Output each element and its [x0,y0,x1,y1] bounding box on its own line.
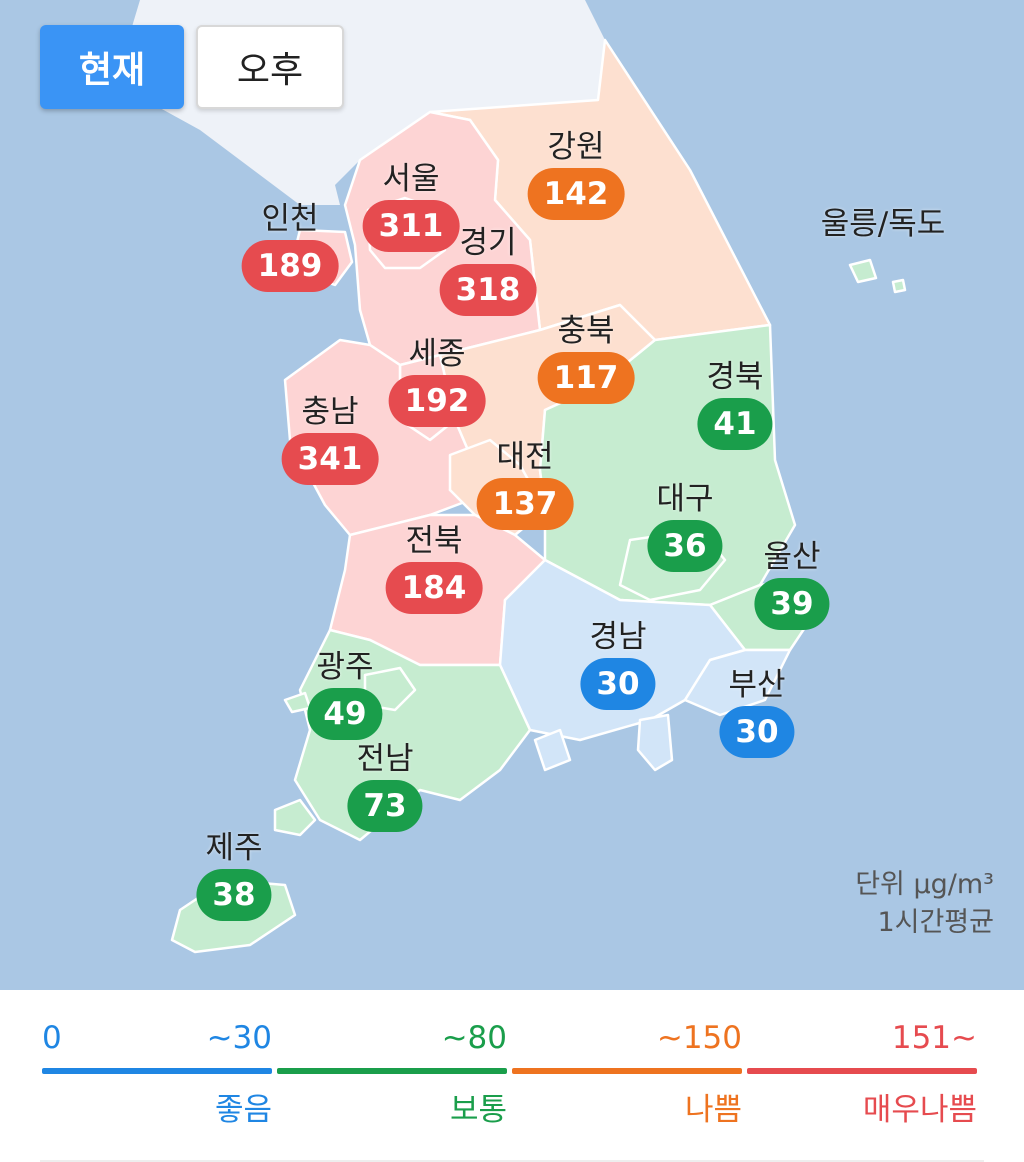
value-badge: 341 [281,433,379,485]
region-daegu[interactable]: 대구 36 [647,480,723,572]
region-ulleung-dokdo[interactable]: 울릉/독도 [821,205,946,243]
legend-grade-label: 보통 [449,1092,507,1128]
value-badge: 30 [580,658,656,710]
island-shape [848,258,878,284]
unit-label: 단위 µg/m³ [855,869,994,900]
value-badge: 38 [196,869,272,921]
region-name: 경기 [459,225,517,261]
region-jeonbuk[interactable]: 전북 184 [385,522,483,614]
region-gyeongnam[interactable]: 경남 30 [580,618,656,710]
legend-range: 0 ~30 [42,1020,272,1060]
region-gyeongbuk[interactable]: 경북 41 [697,358,773,450]
region-name: 경남 [589,619,647,655]
island-shape [533,728,572,772]
legend-bar [747,1068,977,1074]
region-gwangju[interactable]: 광주 49 [307,648,383,740]
legend-grade-label: 매우나쁨 [862,1092,977,1128]
region-name: 부산 [728,667,786,703]
region-name: 전남 [356,741,414,777]
region-seoul[interactable]: 서울 311 [362,160,460,252]
region-name: 인천 [261,201,319,237]
legend-range: 151~ [747,1020,977,1060]
value-badge: 184 [385,562,483,614]
region-sejong[interactable]: 세종 192 [388,335,486,427]
region-name: 충북 [557,313,615,349]
unit-note: 단위 µg/m³ 1시간평균 [855,866,994,942]
region-jeju[interactable]: 제주 38 [196,829,272,921]
region-name: 강원 [547,129,605,165]
legend-high: ~80 [441,1020,507,1056]
legend-grade-label: 나쁨 [684,1092,742,1128]
region-ulsan[interactable]: 울산 39 [754,538,830,630]
value-badge: 192 [388,375,486,427]
legend-high: 151~ [891,1020,977,1056]
legend-good: 0 ~30 좋음 [42,1020,272,1140]
air-quality-map: 현재 오후 서울 311 인천 189 경기 318 강원 142 충북 117… [0,0,1024,990]
legend-range: ~150 [512,1020,742,1060]
legend-low: 0 [42,1020,62,1056]
region-gangwon[interactable]: 강원 142 [527,128,625,220]
island-shape [283,691,312,714]
legend-bar [512,1068,742,1074]
value-badge: 73 [347,780,423,832]
value-badge: 41 [697,398,773,450]
value-badge: 142 [527,168,625,220]
region-name: 울릉/독도 [820,206,946,242]
tab-current[interactable]: 현재 [40,25,184,109]
legend-high: ~150 [656,1020,742,1056]
region-chungbuk[interactable]: 충북 117 [537,312,635,404]
region-shape-busan [683,648,792,717]
value-badge: 189 [241,240,339,292]
region-shape-gyeongnam [498,558,747,742]
region-name: 전북 [405,523,463,559]
grade-legend: 0 ~30 좋음 ~80 보통 ~150 나쁨 151~ 매우나쁨 [0,990,1024,1162]
region-incheon[interactable]: 인천 189 [241,200,339,292]
region-daejeon[interactable]: 대전 137 [476,438,574,530]
island-shape [636,713,674,772]
value-badge: 30 [719,706,795,758]
value-badge: 311 [362,200,460,252]
region-name: 제주 [205,830,263,866]
region-name: 서울 [382,161,440,197]
legend-bad: ~150 나쁨 [512,1020,742,1140]
island-shape [273,798,317,837]
region-gyeonggi[interactable]: 경기 318 [439,224,537,316]
legend-bar [42,1068,272,1074]
island-shape [891,278,907,294]
tab-afternoon[interactable]: 오후 [196,25,344,109]
region-name: 대전 [496,439,554,475]
region-jeonnam[interactable]: 전남 73 [347,740,423,832]
region-busan[interactable]: 부산 30 [719,666,795,758]
legend-normal: ~80 보통 [277,1020,507,1140]
legend-bar [277,1068,507,1074]
value-badge: 318 [439,264,537,316]
value-badge: 49 [307,688,383,740]
legend-range: ~80 [277,1020,507,1060]
value-badge: 117 [537,352,635,404]
legend-high: ~30 [206,1020,272,1056]
legend-very-bad: 151~ 매우나쁨 [747,1020,977,1140]
region-name: 울산 [763,539,821,575]
region-name: 대구 [656,481,714,517]
region-name: 경북 [706,359,764,395]
legend-grade-label: 좋음 [214,1092,272,1128]
region-name: 광주 [316,649,374,685]
divider [40,1160,984,1162]
region-name: 세종 [408,336,466,372]
region-name: 충남 [301,394,359,430]
region-chungnam[interactable]: 충남 341 [281,393,379,485]
value-badge: 137 [476,478,574,530]
value-badge: 39 [754,578,830,630]
value-badge: 36 [647,520,723,572]
average-label: 1시간평균 [877,907,994,938]
